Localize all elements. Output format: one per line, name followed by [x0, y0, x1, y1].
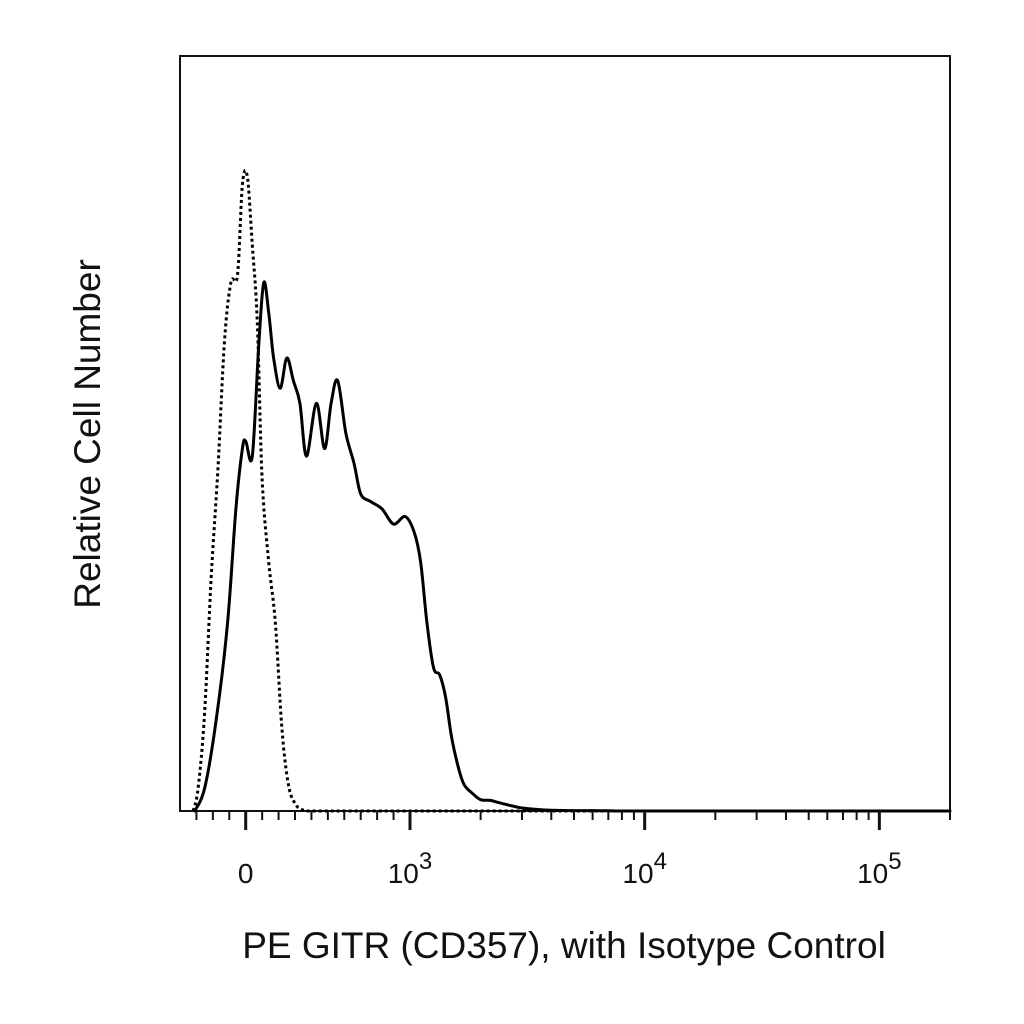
- x-tick-label: 104: [622, 848, 667, 889]
- x-tick-label: 0: [238, 858, 254, 889]
- y-axis-label: Relative Cell Number: [67, 259, 108, 609]
- x-major-ticks: [244, 811, 881, 830]
- plot-frame: [179, 55, 951, 812]
- x-minor-ticks: [195, 811, 951, 820]
- x-tick-labels: 0 103 104 105: [238, 848, 902, 889]
- gitr-curve: [193, 280, 952, 813]
- x-axis-label: PE GITR (CD357), with Isotype Control: [242, 925, 886, 966]
- isotype-control-curve: [191, 168, 950, 813]
- x-tick-label: 103: [388, 848, 433, 889]
- x-tick-label: 105: [857, 848, 902, 889]
- series-layer: [191, 168, 952, 813]
